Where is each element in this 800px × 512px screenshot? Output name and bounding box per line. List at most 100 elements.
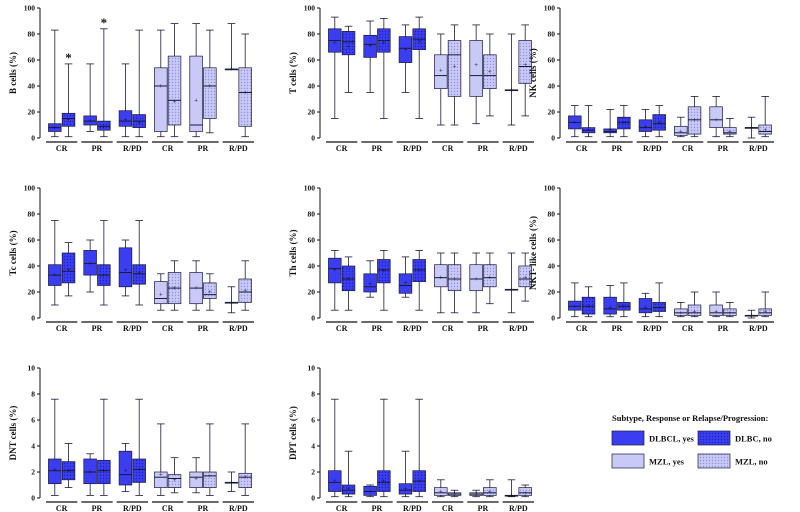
- mean-marker: +: [137, 465, 141, 473]
- box-pr-1: +: [83, 239, 97, 293]
- mean-marker: +: [453, 275, 457, 283]
- box-cr-2: +: [447, 489, 462, 498]
- mean-marker: +: [173, 476, 177, 484]
- box-body: [118, 450, 133, 486]
- box-pr-2: +: [203, 273, 217, 311]
- box-pr-1: +: [469, 252, 483, 314]
- y-tick-label: 0: [311, 134, 315, 143]
- box-body: [483, 487, 497, 496]
- mean-marker: +: [622, 118, 626, 126]
- legend: Subtype, Response or Relapse/Progression…: [611, 413, 772, 469]
- category-label: R/PD: [643, 324, 662, 333]
- mean-marker: +: [453, 63, 457, 71]
- box-cr-1: +: [48, 220, 62, 306]
- category-label: R/PD: [123, 504, 142, 512]
- box-pr-2: +: [203, 29, 217, 134]
- mean-marker: +: [123, 467, 127, 475]
- mean-marker: +: [693, 116, 697, 124]
- y-tick-label: 60: [308, 236, 316, 245]
- category-label: CR: [336, 324, 348, 333]
- box-cr-2: +: [341, 25, 356, 93]
- mean-marker: +: [229, 65, 233, 73]
- box-body: [341, 31, 356, 56]
- box-body: [97, 459, 111, 485]
- box-cr-2: +: [167, 260, 182, 311]
- box-body: [434, 487, 448, 496]
- y-tick-label: 2: [311, 468, 315, 477]
- box-body: [617, 116, 631, 130]
- chart-panel-3: 0 20 40 60 80 100 NK cells (%) + + + + + + + + + + + + CR PR…: [528, 4, 774, 153]
- mean-marker: +: [194, 284, 198, 292]
- mean-marker: +: [243, 473, 247, 481]
- legend-swatch: [611, 453, 645, 469]
- mean-marker: +: [474, 275, 478, 283]
- y-tick-label: 100: [544, 184, 556, 193]
- box-body: [83, 250, 97, 276]
- mean-marker: +: [88, 259, 92, 267]
- box-r-pd-1: +: [744, 309, 759, 319]
- mean-marker: +: [749, 311, 753, 319]
- mean-marker: +: [679, 128, 683, 136]
- box-pr-2: +*: [97, 15, 111, 138]
- mean-marker: +: [417, 38, 421, 46]
- box-body: [709, 304, 723, 316]
- mean-marker: +: [137, 118, 141, 126]
- y-tick-label: 40: [28, 82, 36, 91]
- mean-marker: +: [488, 68, 492, 76]
- category-label: PR: [478, 144, 489, 153]
- box-r-pd-2: +: [758, 291, 772, 318]
- category-label: CR: [56, 144, 68, 153]
- mean-marker: +: [643, 304, 647, 312]
- box-body: [412, 259, 426, 282]
- y-axis-title: B cells (%): [8, 52, 18, 94]
- box-body: [118, 110, 133, 127]
- category-label: R/PD: [123, 144, 142, 153]
- category-label: CR: [162, 504, 174, 512]
- box-pr-1: +: [469, 489, 483, 498]
- mean-marker: +: [474, 61, 478, 69]
- legend-swatch: [611, 430, 645, 446]
- box-pr-2: +: [203, 423, 217, 496]
- y-tick-label: 4: [311, 442, 315, 451]
- mean-marker: +: [102, 467, 106, 475]
- mean-marker: +: [714, 116, 718, 124]
- mean-marker: +: [523, 274, 527, 282]
- box-body: [603, 296, 617, 315]
- box-r-pd-1: +: [398, 256, 413, 298]
- category-label: PR: [198, 504, 209, 512]
- box-r-pd-1: +: [638, 292, 653, 318]
- significance-star: *: [101, 15, 108, 30]
- box-r-pd-1: +: [224, 471, 239, 492]
- category-label: PR: [612, 144, 623, 153]
- y-tick-label: 40: [308, 262, 316, 271]
- y-tick-label: 100: [544, 4, 556, 13]
- box-pr-2: +: [483, 33, 497, 117]
- category-label: PR: [198, 144, 209, 153]
- box-cr-1: +: [674, 116, 688, 138]
- box-body: [48, 458, 62, 485]
- category-label: CR: [442, 144, 454, 153]
- mean-marker: +: [657, 118, 661, 126]
- box-pr-2: +: [617, 282, 631, 318]
- category-label: R/PD: [403, 504, 422, 512]
- legend-label: DLBC, no: [735, 434, 772, 444]
- box-body: [83, 115, 97, 126]
- mean-marker: +: [622, 302, 626, 310]
- mean-marker: +: [243, 287, 247, 295]
- y-tick-label: 100: [24, 4, 36, 13]
- category-label: PR: [92, 144, 103, 153]
- box-r-pd-1: +: [118, 442, 133, 492]
- box-cr-1: +: [48, 398, 62, 496]
- category-label: PR: [372, 504, 383, 512]
- y-axis-title: Th cells (%): [288, 230, 298, 277]
- y-tick-label: 0: [31, 314, 35, 323]
- box-pr-2: +: [377, 17, 391, 119]
- mean-marker: +: [123, 116, 127, 124]
- y-tick-label: 20: [28, 108, 36, 117]
- box-cr-2: +*: [61, 50, 76, 138]
- category-label: R/PD: [509, 504, 528, 512]
- chart-panel-6: 0 20 40 60 80 100 NKT- like cells (%) + + + + + + + + +…: [528, 184, 774, 333]
- y-tick-label: 80: [28, 30, 36, 39]
- box-body: [363, 273, 377, 293]
- mean-marker: +: [229, 298, 233, 306]
